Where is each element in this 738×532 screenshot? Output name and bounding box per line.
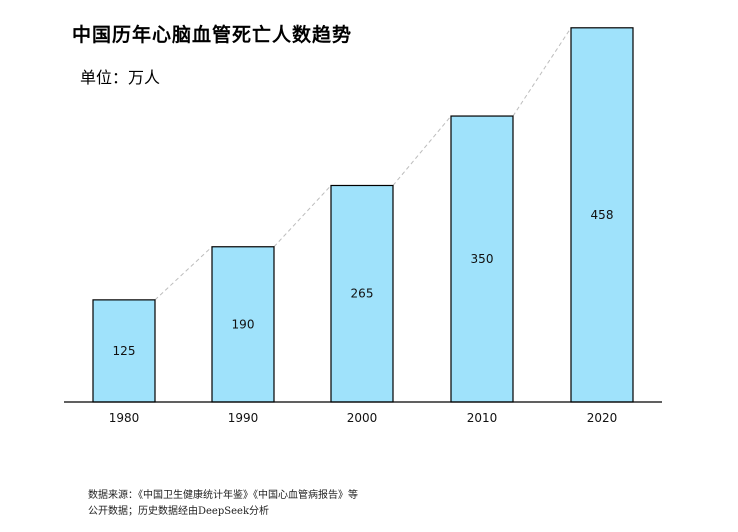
x-tick-1990: 1990 xyxy=(228,411,259,425)
data-label-1980: 125 xyxy=(113,344,136,358)
source-line-2: 公开数据；历史数据经由DeepSeek分析 xyxy=(88,506,270,517)
x-tick-2020: 2020 xyxy=(587,411,618,425)
x-tick-2010: 2010 xyxy=(467,411,498,425)
x-tick-2000: 2000 xyxy=(347,411,378,425)
data-label-1990: 190 xyxy=(232,317,255,331)
bar-1980 xyxy=(92,299,156,403)
bar-chart: 125 190 265 350 458 1980 1990 2000 2010 2020 xyxy=(64,27,662,425)
bar-2010 xyxy=(450,115,514,403)
trend-segment xyxy=(273,185,332,248)
bar-2000 xyxy=(330,184,394,403)
bar-1990 xyxy=(211,246,275,403)
data-source-note: 数据来源：《中国卫生健康统计年鉴》《中国心血管病报告》等 公开数据；历史数据经由… xyxy=(88,488,358,520)
data-label-2020: 458 xyxy=(591,208,614,222)
chart-title: 中国历年心脑血管死亡人数趋势 xyxy=(72,24,353,46)
data-label-2000: 265 xyxy=(351,287,374,301)
source-line-1: 数据来源：《中国卫生健康统计年鉴》《中国心血管病报告》等 xyxy=(88,490,358,501)
trend-segment xyxy=(154,246,213,301)
data-label-2010: 350 xyxy=(471,252,494,266)
unit-label: 单位：万人 xyxy=(80,68,161,87)
trend-segment xyxy=(512,27,572,117)
x-tick-1980: 1980 xyxy=(109,411,140,425)
bar-2020 xyxy=(570,27,634,403)
trend-segment xyxy=(392,115,452,186)
